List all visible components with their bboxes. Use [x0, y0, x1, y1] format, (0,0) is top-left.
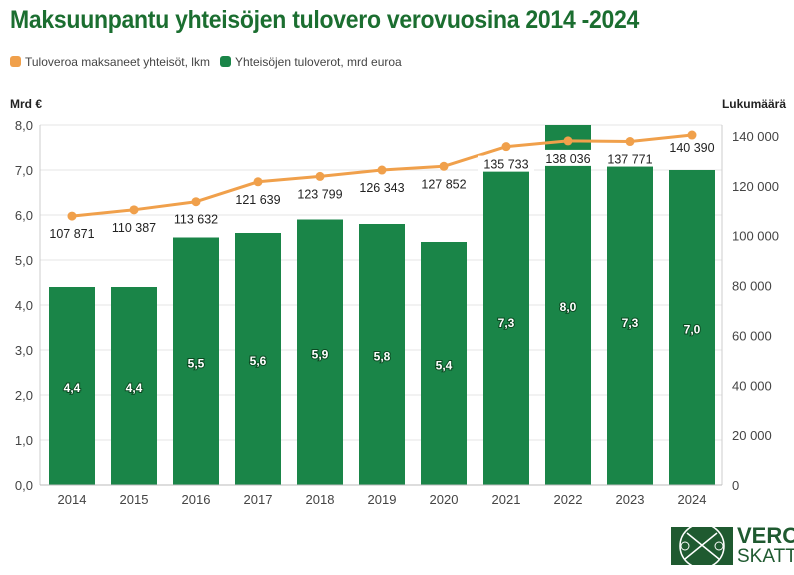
line-point	[439, 161, 449, 171]
x-tick-label: 2022	[554, 492, 583, 507]
x-tick-label: 2017	[244, 492, 273, 507]
line-point	[315, 171, 325, 181]
legend-item-line: Tuloveroa maksaneet yhteisöt, lkm	[10, 55, 210, 69]
left-tick-label: 3,0	[15, 343, 33, 358]
line-point	[191, 197, 201, 207]
bar	[111, 287, 157, 485]
vero-skatt-logo: VERO SKATT	[671, 525, 794, 566]
bar	[545, 125, 591, 485]
bar	[173, 237, 219, 485]
bar	[49, 287, 95, 485]
line-data-label: 135 733	[483, 158, 528, 172]
line-data-label: 123 799	[297, 187, 342, 201]
bar	[607, 156, 653, 485]
x-tick-label: 2014	[58, 492, 87, 507]
right-tick-label: 0	[732, 478, 739, 493]
line-point	[253, 177, 263, 187]
legend-item-bar: Yhteisöjen tuloverot, mrd euroa	[219, 55, 402, 69]
x-tick-label: 2018	[306, 492, 335, 507]
x-tick-label: 2019	[368, 492, 397, 507]
bar-data-label: 5,4	[436, 359, 453, 373]
line-data-label: 107 871	[49, 227, 94, 241]
bar-data-label: 5,8	[374, 350, 391, 364]
line-data-label: 137 771	[607, 153, 652, 167]
x-tick-label: 2024	[678, 492, 707, 507]
line-point	[129, 205, 139, 215]
line-data-label: 140 390	[669, 141, 714, 155]
line-data-label: 113 632	[174, 213, 218, 227]
bar	[297, 219, 343, 485]
x-tick-label: 2020	[430, 492, 459, 507]
left-tick-label: 6,0	[15, 208, 33, 223]
right-tick-label: 100 000	[732, 229, 779, 244]
line-label-bg	[478, 155, 534, 172]
chart-title: Maksuunpantu yhteisöjen tulovero verovuo…	[10, 6, 640, 34]
left-tick-label: 8,0	[15, 118, 33, 133]
bar	[483, 156, 529, 485]
x-tick-label: 2015	[120, 492, 149, 507]
logo-text-vero: VERO	[737, 523, 794, 548]
bar-data-label: 7,3	[622, 316, 639, 330]
right-axis-label: Lukumäärä	[722, 97, 786, 111]
right-tick-label: 120 000	[732, 179, 779, 194]
legend: Tuloveroa maksaneet yhteisöt, lkm Yhteis…	[10, 55, 402, 69]
right-tick-label: 60 000	[732, 328, 772, 343]
bar-data-label: 7,0	[684, 323, 701, 337]
line-label-bg	[540, 149, 596, 166]
bar	[359, 224, 405, 485]
left-tick-label: 7,0	[15, 163, 33, 178]
bar	[235, 233, 281, 485]
left-tick-label: 5,0	[15, 253, 33, 268]
right-tick-label: 20 000	[732, 428, 772, 443]
bar-data-label: 5,6	[250, 354, 267, 368]
left-tick-label: 4,0	[15, 298, 33, 313]
bar	[669, 170, 715, 485]
line-label-bg	[602, 150, 658, 167]
left-tick-label: 2,0	[15, 388, 33, 403]
left-tick-label: 1,0	[15, 433, 33, 448]
right-tick-label: 140 000	[732, 129, 779, 144]
right-tick-label: 80 000	[732, 279, 772, 294]
line-data-label: 138 036	[545, 152, 590, 166]
line-data-label: 110 387	[112, 221, 156, 235]
left-axis-label: Mrd €	[10, 97, 42, 111]
line-point	[687, 130, 697, 140]
line-point	[67, 211, 77, 221]
bar-data-label: 5,9	[312, 347, 329, 361]
bar-data-label: 8,0	[560, 300, 577, 314]
line-point	[501, 142, 511, 152]
line-point	[625, 137, 635, 147]
logo-text-skatt: SKATT	[737, 546, 794, 567]
bar	[421, 242, 467, 485]
bar-data-label: 5,5	[188, 356, 205, 370]
right-tick-label: 40 000	[732, 378, 772, 393]
line-point	[377, 165, 387, 175]
line-data-label: 127 852	[421, 177, 466, 191]
line-data-label: 121 639	[235, 193, 280, 207]
bar-data-label: 4,4	[64, 381, 81, 395]
left-tick-label: 0,0	[15, 478, 33, 493]
x-tick-label: 2016	[182, 492, 211, 507]
x-tick-label: 2021	[492, 492, 521, 507]
bar-data-label: 7,3	[498, 316, 515, 330]
emblem-icon	[671, 526, 733, 565]
line-series	[71, 133, 693, 218]
bar-data-label: 4,4	[126, 381, 143, 395]
line-point	[563, 136, 573, 146]
x-tick-label: 2023	[616, 492, 645, 507]
line-data-label: 126 343	[359, 181, 404, 195]
